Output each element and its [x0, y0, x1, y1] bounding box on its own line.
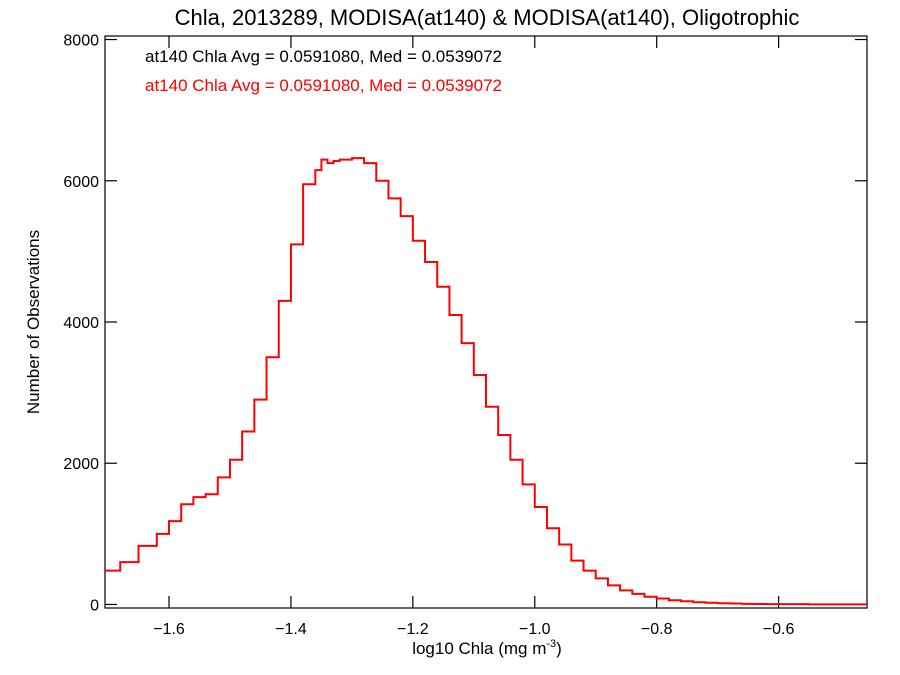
x-axis: −1.6 −1.4 −1.2 −1.0 −0.8 −0.6 [153, 36, 794, 638]
annotation-black: at140 Chla Avg = 0.0591080, Med = 0.0539… [145, 47, 502, 66]
y-axis: 0 2000 4000 6000 8000 [63, 33, 867, 614]
y-tick-label: 6000 [63, 174, 99, 191]
series-layer [105, 157, 868, 606]
x-tick-label: −1.0 [519, 621, 551, 638]
x-tick-label: −1.6 [153, 621, 185, 638]
x-axis-label-suffix: ) [556, 639, 562, 658]
y-tick-label: 0 [90, 597, 99, 614]
chart-title: Chla, 2013289, MODISA(at140) & MODISA(at… [175, 5, 800, 30]
y-tick-label: 8000 [63, 33, 99, 50]
x-tick-label: −0.6 [763, 621, 795, 638]
annotation-red: at140 Chla Avg = 0.0591080, Med = 0.0539… [145, 76, 502, 95]
series-line [105, 157, 868, 606]
x-axis-label-superscript: -3 [546, 638, 556, 650]
x-axis-label-main: log10 Chla (mg m [412, 639, 546, 658]
y-tick-label: 2000 [63, 456, 99, 473]
x-tick-label: −1.4 [275, 621, 307, 638]
plot-frame [104, 35, 868, 609]
x-axis-label: log10 Chla (mg m-3) [412, 638, 562, 658]
y-tick-label: 4000 [63, 315, 99, 332]
y-axis-label: Number of Observations [24, 230, 43, 414]
x-tick-label: −0.8 [641, 621, 673, 638]
x-tick-label: −1.2 [397, 621, 429, 638]
